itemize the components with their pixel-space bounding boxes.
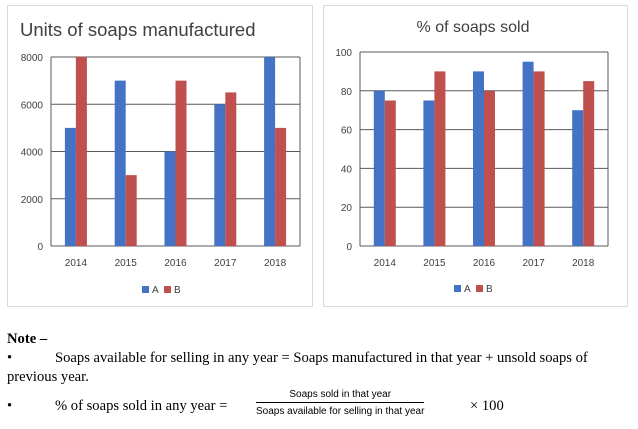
percent-chart-legend-label: A xyxy=(464,284,471,295)
units-chart-legend-swatch-b xyxy=(164,286,171,293)
formula-lhs: % of soaps sold in any year = xyxy=(55,398,228,414)
units-chart-bar-a-2015 xyxy=(114,80,126,246)
units-chart-xtick-label: 2016 xyxy=(164,258,187,269)
units-chart-bar-b-2016 xyxy=(175,80,187,246)
percent-chart-bar-b-2016 xyxy=(484,90,495,246)
formula-numerator: Soaps sold in that year xyxy=(256,388,425,403)
percent-chart-ytick-label: 20 xyxy=(341,203,353,214)
percent-chart-ytick-label: 40 xyxy=(341,164,353,175)
units-chart-bar-b-2014 xyxy=(75,57,87,246)
percent-chart-bar-b-2015 xyxy=(434,71,446,247)
note-section: Note – • Soaps available for selling in … xyxy=(7,330,632,422)
note-title: Note – xyxy=(7,331,48,347)
percent-chart-bar-b-2018 xyxy=(583,81,595,246)
percent-chart-xtick-label: 2015 xyxy=(423,258,446,269)
percent-chart-xtick-label: 2017 xyxy=(522,258,545,269)
units-manufactured-chart-svg: Units of soaps manufactured 0 2000 4000 6000… xyxy=(20,19,301,296)
units-manufactured-chart: Units of soaps manufactured 0 2000 4000 6000… xyxy=(7,5,313,307)
percent-chart-bar-b-2017 xyxy=(533,71,545,247)
units-chart-ytick-label: 8000 xyxy=(21,53,44,64)
note-bullet-2: • % of soaps sold in any year = Soaps so… xyxy=(7,388,632,422)
percent-chart-bar-a-2016 xyxy=(473,71,484,247)
units-chart-xtick-label: 2014 xyxy=(65,258,88,269)
percent-chart-legend-swatch-a xyxy=(454,285,461,292)
percent-chart-legend-label: B xyxy=(486,284,493,295)
percent-chart-legend-swatch-b xyxy=(476,285,483,292)
percent-chart-ytick-label: 80 xyxy=(341,87,353,98)
bullet-icon: • xyxy=(7,350,13,366)
percent-chart-bar-a-2017 xyxy=(522,61,534,247)
percent-chart-ytick-label: 0 xyxy=(346,242,352,253)
units-chart-legend-label: A xyxy=(152,285,159,296)
percent-chart-bar-a-2015 xyxy=(423,100,435,246)
percent-chart-title: % of soaps sold xyxy=(417,19,530,36)
percent-chart-xtick-label: 2016 xyxy=(473,258,496,269)
percent-chart-xtick-label: 2014 xyxy=(374,258,397,269)
percent-chart-bar-a-2014 xyxy=(373,90,385,246)
units-chart-bar-a-2017 xyxy=(214,104,226,246)
bullet-icon: • xyxy=(7,398,13,414)
units-chart-ytick-label: 2000 xyxy=(21,195,44,206)
percent-chart-xtick-label: 2018 xyxy=(572,258,595,269)
units-chart-legend-label: B xyxy=(174,285,181,296)
units-chart-xtick-label: 2015 xyxy=(115,258,138,269)
units-chart-bar-a-2016 xyxy=(164,151,176,246)
units-chart-bar-b-2018 xyxy=(275,127,287,246)
percent-chart-bar-a-2018 xyxy=(572,110,584,246)
formula-fraction: Soaps sold in that year Soaps available … xyxy=(256,388,425,418)
units-chart-title: Units of soaps manufactured xyxy=(20,19,256,40)
formula-denominator: Soaps available for selling in that year xyxy=(256,406,425,417)
units-chart-bar-b-2017 xyxy=(225,92,237,246)
percent-sold-chart-svg: % of soaps sold 0 20 40 60 80 100 2014 2015 2016 2… xyxy=(335,19,609,295)
percent-sold-chart: % of soaps sold 0 20 40 60 80 100 2014 2015 2016 2… xyxy=(323,5,628,307)
percent-chart-bar-b-2014 xyxy=(384,100,396,246)
units-chart-ytick-label: 0 xyxy=(37,242,43,253)
formula-rhs: × 100 xyxy=(470,398,504,414)
note-bullet-1: • Soaps available for selling in any yea… xyxy=(7,349,632,387)
note-line-availability: Soaps available for selling in any year … xyxy=(7,350,588,385)
units-chart-ytick-label: 6000 xyxy=(21,100,44,111)
units-chart-ytick-label: 4000 xyxy=(21,148,44,159)
units-chart-xtick-label: 2017 xyxy=(214,258,237,269)
units-chart-bar-a-2014 xyxy=(64,127,76,246)
units-chart-bar-b-2015 xyxy=(125,175,137,246)
units-chart-legend-swatch-a xyxy=(142,286,149,293)
percent-chart-ytick-label: 100 xyxy=(335,48,352,59)
percent-chart-ytick-label: 60 xyxy=(341,126,353,137)
units-chart-bar-a-2018 xyxy=(264,57,276,246)
units-chart-xtick-label: 2018 xyxy=(264,258,287,269)
